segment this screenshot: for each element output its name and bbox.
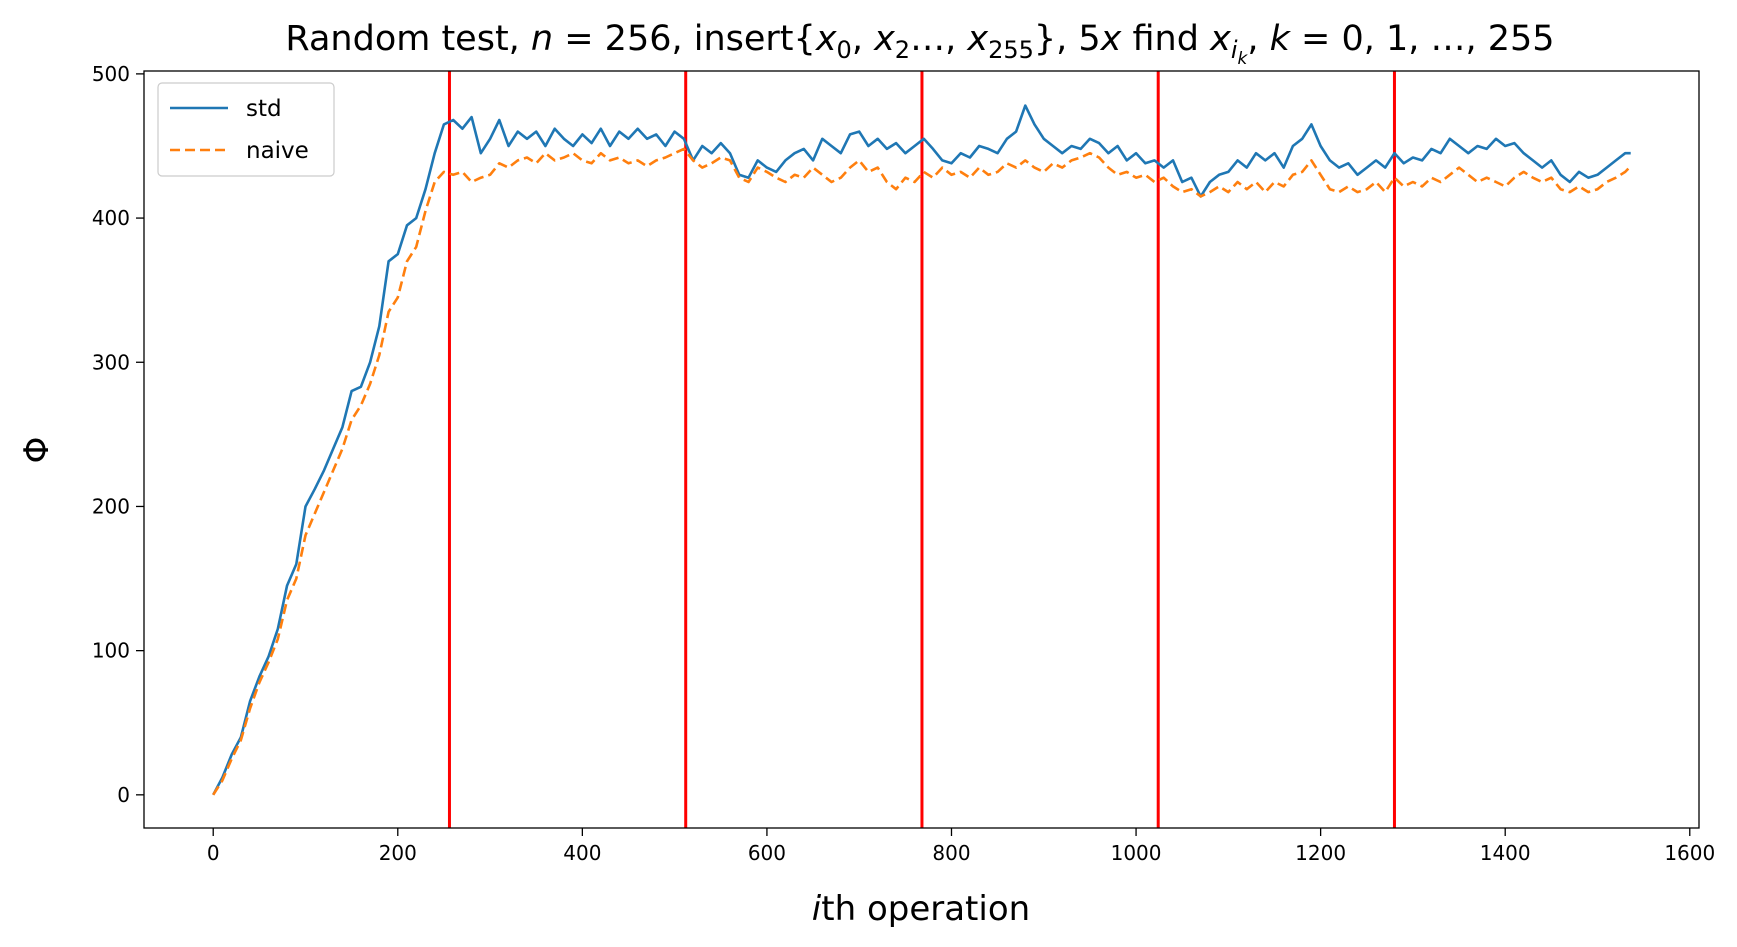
y-tick-label-200: 200 <box>92 494 130 518</box>
x-tick-label-1600: 1600 <box>1664 841 1715 865</box>
x-axis-title: ith operation <box>812 889 1030 929</box>
x-tick-label-600: 600 <box>748 841 786 865</box>
series-layer <box>212 104 1632 796</box>
chart-title: Random test, n = 256, insert{x0, x2…, x2… <box>285 19 1554 69</box>
legend-box <box>157 82 335 177</box>
y-axis-title: Φ <box>17 437 57 464</box>
series-line-naive <box>212 147 1632 796</box>
y-tick-label-100: 100 <box>92 639 130 663</box>
legend-label-std: std <box>246 96 282 122</box>
x-tick-label-200: 200 <box>379 841 417 865</box>
y-tick-label-300: 300 <box>92 350 130 374</box>
plot-area: 0 200 400 600 800 1000 1200 1400 1600 0 100 200 300… <box>92 62 1715 865</box>
vertical-markers <box>447 71 1396 828</box>
legend-label-naive: naive <box>246 138 309 164</box>
x-tick-label-1000: 1000 <box>1111 841 1162 865</box>
y-tick-label-500: 500 <box>92 62 130 86</box>
x-tick-label-1400: 1400 <box>1480 841 1531 865</box>
x-tick-label-800: 800 <box>932 841 970 865</box>
plot-frame <box>143 70 1700 829</box>
x-tick-label-1200: 1200 <box>1295 841 1346 865</box>
y-axis: 0 100 200 300 400 500 <box>92 62 144 807</box>
y-tick-label-0: 0 <box>117 783 130 807</box>
series-line-std <box>212 104 1631 796</box>
x-axis: 0 200 400 600 800 1000 1200 1400 1600 <box>207 828 1715 865</box>
y-tick-label-400: 400 <box>92 206 130 230</box>
x-tick-label-400: 400 <box>563 841 601 865</box>
x-tick-label-0: 0 <box>207 841 220 865</box>
legend: std naive <box>157 82 335 177</box>
